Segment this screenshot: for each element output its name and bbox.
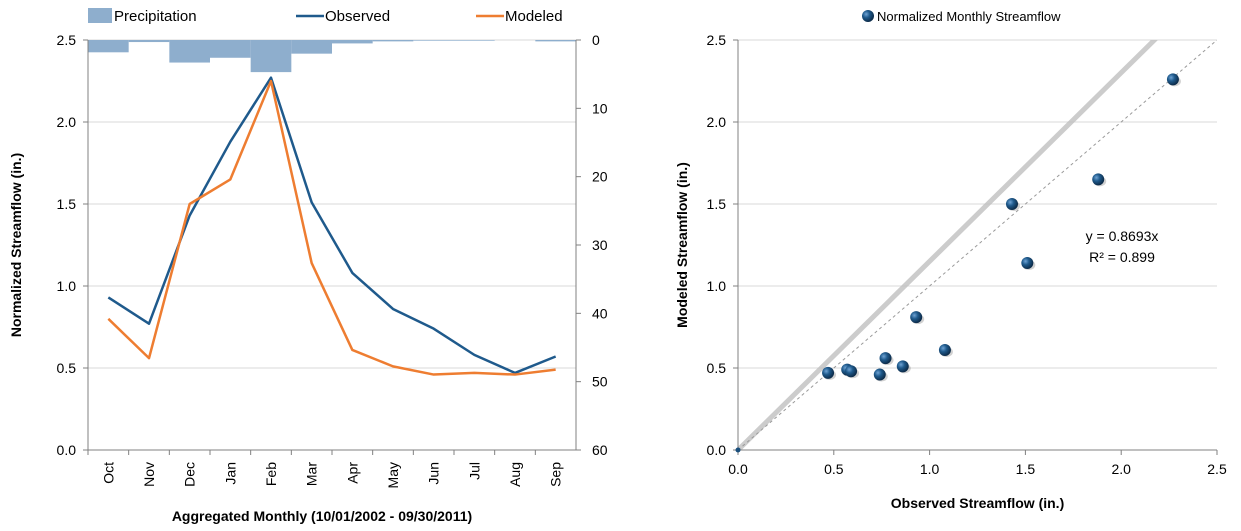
y-tick-label: 0.5 [57, 360, 77, 376]
trendline-equation: y = 0.8693x [1086, 228, 1159, 244]
precipitation-bar [128, 40, 170, 43]
x-tick-label: Apr [344, 462, 360, 484]
precipitation-bar [454, 40, 495, 41]
precipitation-bar [210, 40, 251, 58]
y-tick-label: 1.0 [57, 278, 77, 294]
y-tick-label: 0.0 [707, 442, 727, 458]
y2-tick-label: 60 [592, 442, 608, 458]
precipitation-bar [332, 40, 373, 44]
y-tick-label: 0.0 [57, 442, 77, 458]
y-axis-title: Modeled Streamflow (in.) [674, 162, 690, 328]
precipitation-bar [413, 40, 454, 41]
y-axis-title: Normalized Streamflow (in.) [8, 153, 24, 337]
legend-label-modeled: Modeled [505, 8, 563, 25]
y-tick-label: 2.5 [707, 32, 727, 48]
x-tick-label: 2.5 [1207, 461, 1227, 477]
scatter-point [1021, 257, 1034, 270]
y2-tick-label: 20 [592, 169, 608, 185]
precipitation-bar [372, 40, 414, 42]
x-tick-label: Feb [263, 462, 279, 486]
streamflow-scatter-chart: 0.0 0.5 1.0 1.5 2.0 2.5 0.0 0.5 1.0 1.5 2.0 2.5 y = … [674, 9, 1227, 511]
legend-swatch-precipitation [88, 8, 112, 23]
x-tick-label: Oct [100, 462, 116, 484]
x-tick-label: Mar [304, 462, 320, 486]
monthly-streamflow-chart: 0.0 0.5 1.0 1.5 2.0 2.5 0 10 20 30 40 50 60 Oct Nov Dec… [8, 8, 608, 524]
x-tick-label: 1.0 [920, 461, 940, 477]
trendline-r2: R² = 0.899 [1089, 249, 1155, 265]
trendline [738, 40, 1158, 450]
legend-label-precipitation: Precipitation [114, 8, 197, 25]
scatter-point [845, 365, 858, 378]
legend-marker [862, 10, 874, 22]
y-tick-label: 2.0 [57, 114, 77, 130]
scatter-point [873, 368, 886, 381]
x-tick-label: Sep [548, 462, 564, 487]
x-tick-label: Jan [222, 462, 238, 485]
y-tick-label: 0.5 [707, 360, 727, 376]
x-tick-label: 0.5 [824, 461, 844, 477]
one-to-one-line [738, 40, 1217, 450]
x-tick-label: 2.0 [1111, 461, 1131, 477]
precipitation-bar [169, 40, 210, 63]
y2-tick-label: 0 [592, 32, 600, 48]
x-tick-label: 1.5 [1016, 461, 1036, 477]
y2-tick-label: 50 [592, 374, 608, 390]
x-tick-label: Jul [466, 462, 482, 480]
x-tick-label: May [385, 462, 401, 488]
legend-label: Normalized Monthly Streamflow [877, 9, 1061, 24]
scatter-point [896, 360, 909, 373]
modeled-line [107, 79, 556, 376]
scatter-point [1166, 73, 1179, 86]
x-tick-label: 0.0 [728, 461, 748, 477]
plot-area [738, 40, 1217, 450]
precipitation-bar [88, 40, 129, 53]
x-tick-label: Dec [182, 462, 198, 487]
x-tick-label: Jun [426, 462, 442, 485]
scatter-point [1005, 198, 1018, 210]
precipitation-bar [535, 40, 576, 42]
x-axis-title: Observed Streamflow (in.) [891, 495, 1064, 511]
precipitation-bar [250, 40, 292, 73]
legend-label-observed: Observed [325, 8, 390, 25]
scatter-point [938, 343, 951, 356]
y-tick-label: 2.0 [707, 114, 727, 130]
y2-tick-label: 30 [592, 237, 608, 253]
precipitation-bar [291, 40, 332, 54]
scatter-point [910, 311, 923, 324]
y-tick-label: 1.0 [707, 278, 727, 294]
x-axis-title: Aggregated Monthly (10/01/2002 - 09/30/2… [172, 508, 472, 524]
y-tick-label: 2.5 [57, 32, 77, 48]
scatter-point [879, 352, 892, 365]
origin-point [735, 447, 741, 453]
x-tick-label: Nov [141, 462, 157, 487]
y2-tick-label: 40 [592, 305, 608, 321]
scatter-point [822, 366, 835, 379]
y-tick-label: 1.5 [57, 196, 77, 212]
x-tick-label: Aug [507, 462, 523, 487]
y2-tick-label: 10 [592, 100, 608, 116]
scatter-point [1092, 173, 1105, 186]
y-tick-label: 1.5 [707, 196, 727, 212]
